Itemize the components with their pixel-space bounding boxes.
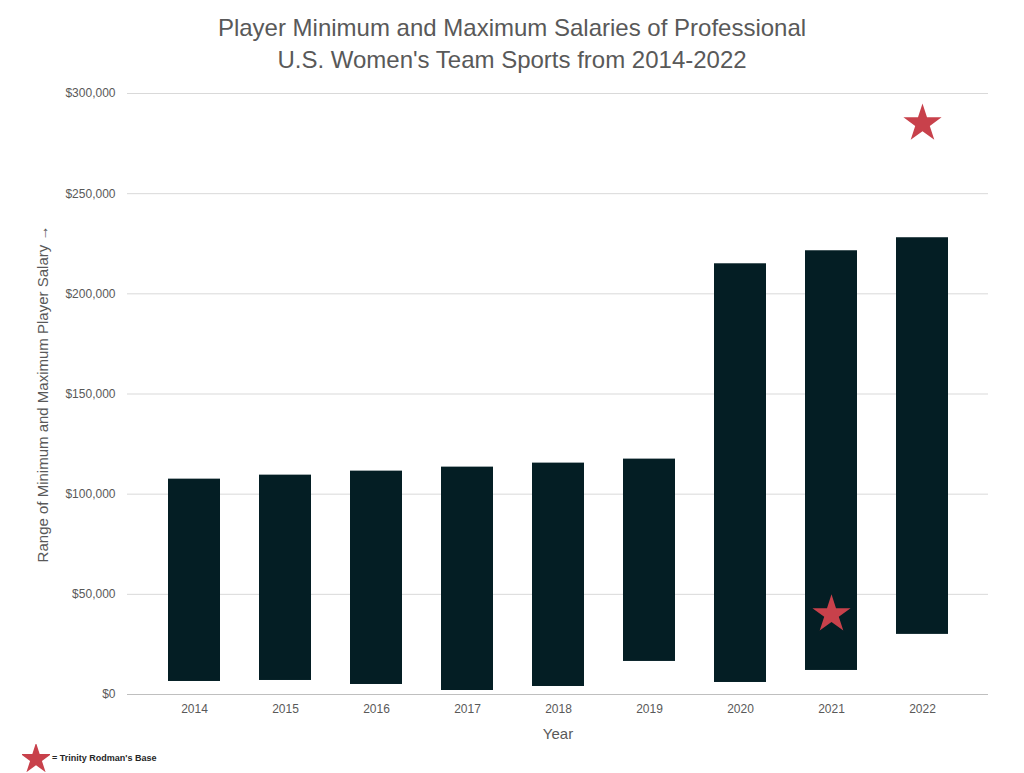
svg-text:$100,000: $100,000 <box>65 487 115 501</box>
svg-text:2020: 2020 <box>727 702 754 716</box>
svg-text:2017: 2017 <box>454 702 481 716</box>
svg-text:$150,000: $150,000 <box>65 387 115 401</box>
svg-text:2021: 2021 <box>818 702 845 716</box>
svg-text:Year: Year <box>543 725 573 742</box>
svg-text:2015: 2015 <box>272 702 299 716</box>
svg-text:2016: 2016 <box>363 702 390 716</box>
html-text:Player Minimum and Maximum Sal: Player Minimum and Maximum Salaries of P… <box>217 14 807 73</box>
svg-text:$250,000: $250,000 <box>65 187 115 201</box>
svg-text:2014: 2014 <box>181 702 208 716</box>
svg-text:$0: $0 <box>102 687 116 701</box>
svg-text:$300,000: $300,000 <box>65 86 115 100</box>
html-text:= Trinity Rodman's Base: = Trinity Rodman's Base <box>52 753 157 763</box>
svg-text:2018: 2018 <box>545 702 572 716</box>
svg-text:2019: 2019 <box>636 702 663 716</box>
svg-text:2022: 2022 <box>909 702 936 716</box>
svg-text:Range of Minimum and Maximum P: Range of Minimum and Maximum Player Sala… <box>34 226 51 563</box>
svg-text:$200,000: $200,000 <box>65 287 115 301</box>
svg-text:$50,000: $50,000 <box>72 587 116 601</box>
